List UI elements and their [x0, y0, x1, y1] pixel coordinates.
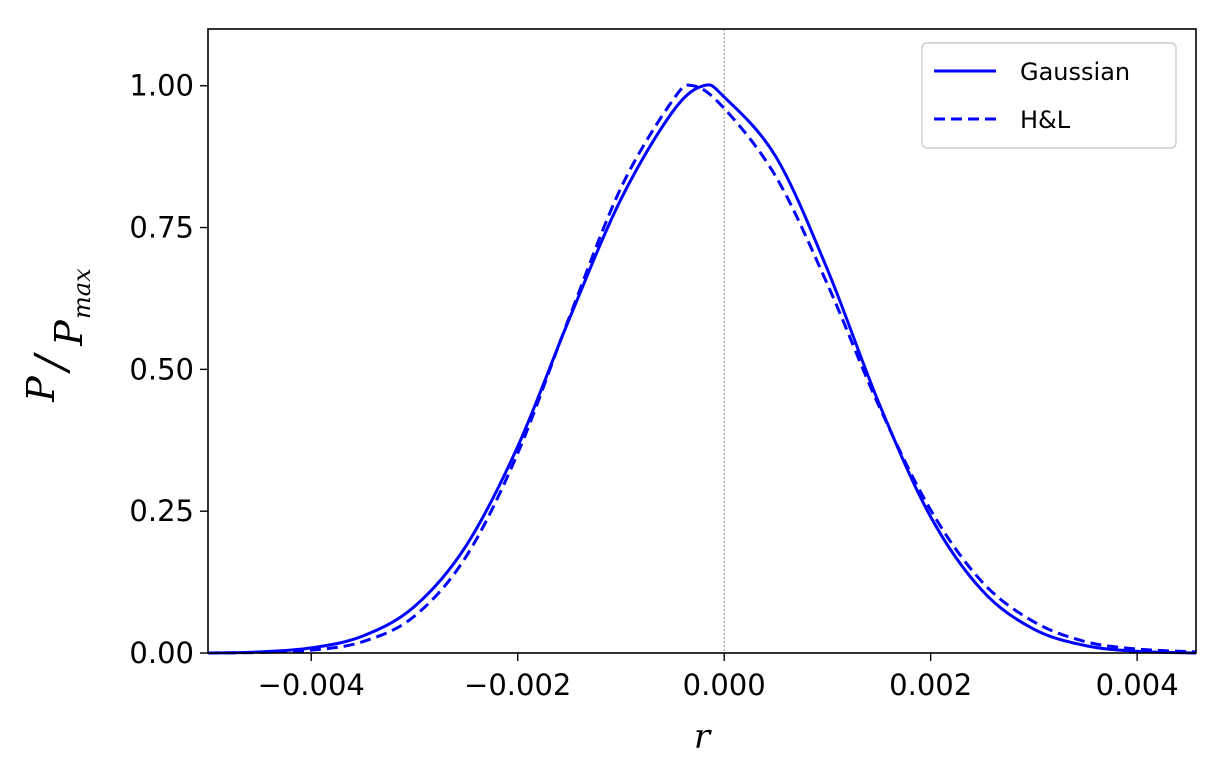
y-tick-label: 0.00 — [129, 636, 194, 670]
x-tick-label: −0.004 — [258, 668, 365, 702]
x-tick-label: 0.004 — [1096, 668, 1179, 702]
legend-label-gaussian: Gaussian — [1020, 58, 1130, 86]
series-line-h-l — [207, 83, 1197, 655]
x-tick-label: −0.002 — [464, 668, 571, 702]
curves — [207, 83, 1197, 655]
legend-entries: Gaussian H&L — [934, 58, 1130, 134]
series-line-gaussian — [207, 83, 1197, 655]
legend-box — [921, 42, 1177, 149]
plot-frame — [207, 28, 1197, 654]
x-tick-label: 0.002 — [889, 668, 972, 702]
x-tick-label: 0.000 — [683, 668, 766, 702]
y-axis-label-numerator: P — [19, 375, 63, 403]
legend-label-h-l: H&L — [1020, 106, 1071, 134]
y-axis-label-subscript: max — [68, 268, 96, 319]
y-axis-label-slash: / — [26, 351, 77, 374]
y-tick-label: 0.75 — [129, 211, 194, 245]
x-axis-ticks: −0.004 −0.002 0.000 0.002 0.004 — [258, 653, 1179, 702]
y-tick-label: 0.50 — [129, 352, 194, 386]
x-axis-label: r — [694, 717, 712, 757]
y-axis-label-denominator: P — [47, 319, 91, 347]
legend: Gaussian H&L — [921, 42, 1177, 149]
y-axis-ticks: 0.00 0.25 0.50 0.75 1.00 — [129, 69, 208, 670]
y-tick-label: 0.25 — [129, 494, 194, 528]
y-axis-label: P / P max — [19, 268, 96, 403]
y-tick-label: 1.00 — [129, 69, 194, 103]
